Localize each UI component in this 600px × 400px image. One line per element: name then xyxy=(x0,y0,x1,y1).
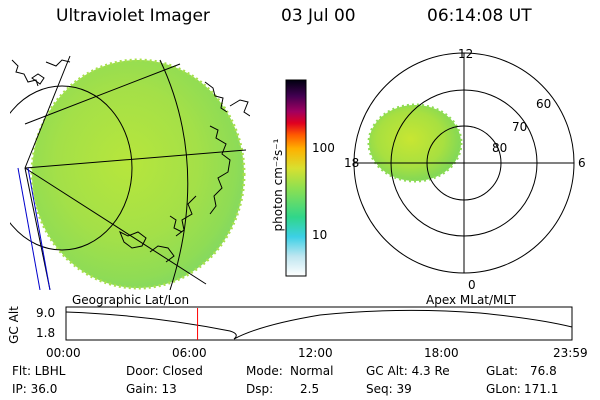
instrument-title: Ultraviolet Imager xyxy=(56,6,210,26)
x-tick-0000: 00:00 xyxy=(46,346,81,360)
colorbar-tick-100: 100 xyxy=(312,141,335,155)
glon-label: GLon: xyxy=(486,382,521,396)
y-tick-9: 9.0 xyxy=(36,306,56,320)
timeline-right-title: Apex MLat/MLT xyxy=(426,293,516,307)
timeline-left-title: Geographic Lat/Lon xyxy=(72,293,190,307)
dsp-value: 2.5 xyxy=(300,382,320,396)
mlt-label-0: 0 xyxy=(468,278,476,292)
filter-info: Flt: LBHL xyxy=(12,364,66,378)
x-tick-0600: 06:00 xyxy=(172,346,207,360)
mlt-label-6: 6 xyxy=(578,156,586,170)
glat-value: 76.8 xyxy=(530,364,557,378)
dsp-label: Dsp: xyxy=(246,382,274,396)
colorbar-tick-10: 10 xyxy=(312,228,328,242)
seq-info: Seq: 39 xyxy=(366,382,412,396)
earth-disk xyxy=(32,60,244,288)
altitude-curve xyxy=(65,309,573,340)
gc-alt-info: GC Alt: 4.3 Re xyxy=(366,364,450,378)
glat-label: GLat: xyxy=(486,364,519,378)
geographic-image xyxy=(10,55,250,290)
colorbar-unit-label: photon cm⁻²s⁻¹ xyxy=(271,138,285,232)
lat-label-60: 60 xyxy=(536,97,552,111)
lat-label-70: 70 xyxy=(512,120,528,134)
date-label: 03 Jul 00 xyxy=(281,6,356,26)
auroral-oval xyxy=(369,105,461,181)
colorbar xyxy=(285,79,307,277)
lat-label-80: 80 xyxy=(492,141,508,155)
glon-value: 171.1 xyxy=(524,382,559,396)
door-info: Door: Closed xyxy=(126,364,203,378)
x-tick-1800: 18:00 xyxy=(424,346,459,360)
x-tick-1200: 12:00 xyxy=(298,346,333,360)
coastlines xyxy=(11,59,250,263)
mlt-label-12: 12 xyxy=(458,47,474,61)
mlt-label-18: 18 xyxy=(344,156,360,170)
mode-value: Normal xyxy=(290,364,334,378)
lat-lon-grid xyxy=(10,55,247,290)
timeline-axis-label: GC Alt xyxy=(7,306,21,344)
y-tick-1-8: 1.8 xyxy=(36,326,56,340)
mode-label: Mode: xyxy=(246,364,283,378)
timeline-plot xyxy=(65,306,573,341)
gain-info: Gain: 13 xyxy=(126,382,177,396)
polar-plot xyxy=(353,52,575,274)
ip-info: IP: 36.0 xyxy=(12,382,58,396)
time-label: 06:14:08 UT xyxy=(427,6,532,26)
x-tick-2359: 23:59 xyxy=(553,346,588,360)
